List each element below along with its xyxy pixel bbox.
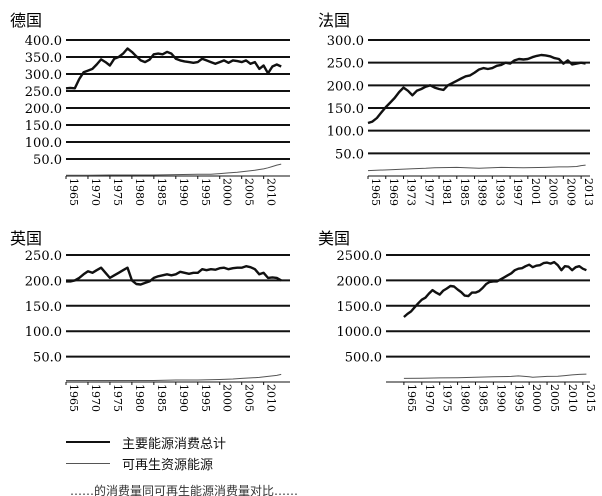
x-tick-label: 2000 [221, 384, 234, 412]
x-tick-label: 1990 [494, 384, 507, 412]
x-tick-label: 1997 [511, 178, 524, 206]
series-line-renewable [367, 164, 586, 172]
x-tick-label: 2013 [582, 178, 595, 206]
y-tick-label: 250.0 [25, 85, 62, 100]
series-line-total [66, 265, 282, 286]
y-tick-label: 300.0 [327, 34, 364, 49]
x-tick-label: 1973 [405, 178, 418, 206]
y-tick-label: 100.0 [327, 125, 364, 140]
x-tick-label: 2005 [243, 178, 256, 206]
x-tick-label: 2010 [566, 384, 579, 412]
x-tick-label: 1975 [111, 384, 124, 412]
x-tick-label: 1965 [67, 384, 80, 412]
x-tick-label: 1965 [369, 178, 382, 206]
y-tick-label: 350.0 [25, 51, 62, 66]
x-tick-label: 1975 [441, 384, 454, 412]
x-tick-label: 2005 [243, 384, 256, 412]
legend-swatch-renewable [66, 462, 110, 464]
y-tick-label: 2000.0 [337, 274, 383, 289]
y-tick-label: 250.0 [327, 57, 364, 72]
legend-item-renewable: 可再生资源能源 [66, 452, 213, 474]
x-tick-label: 1981 [440, 178, 453, 206]
y-tick-label: 200.0 [25, 102, 62, 117]
x-tick-label: 2001 [529, 178, 542, 206]
y-tick-label: 50.0 [335, 147, 364, 162]
series-line-total [65, 47, 282, 90]
y-tick-label: 400.0 [25, 34, 62, 49]
x-tick-label: 1989 [476, 178, 489, 206]
x-tick-label: 1977 [422, 178, 435, 206]
x-tick-label: 2005 [548, 384, 561, 412]
panel-title: 德国 [10, 11, 42, 30]
y-tick-label: 100.0 [25, 136, 62, 151]
y-tick-label: 2500.0 [337, 249, 383, 264]
x-tick-label: 1985 [476, 384, 489, 412]
x-tick-label: 1980 [459, 384, 472, 412]
y-tick-label: 150.0 [327, 102, 364, 117]
panel-title: 美国 [318, 229, 350, 248]
y-tick-label: 250.0 [25, 249, 62, 264]
x-tick-label: 1985 [155, 384, 168, 412]
x-tick-label: 1970 [423, 384, 436, 412]
figure-caption: ……的消费量同可再生能源消费量对比…… [70, 484, 299, 496]
x-tick-label: 1990 [177, 384, 190, 412]
legend-label-total: 主要能源消费总计 [122, 436, 227, 452]
legend-item-total: 主要能源消费总计 [66, 431, 226, 453]
x-tick-label: 2009 [564, 178, 577, 206]
y-tick-label: 150.0 [25, 119, 62, 134]
x-tick-label: 1985 [458, 178, 471, 206]
series-line-total [367, 53, 586, 125]
x-tick-label: 2015 [584, 384, 597, 412]
series-line-renewable [403, 373, 587, 379]
x-tick-label: 2005 [547, 178, 560, 206]
x-tick-label: 1980 [133, 178, 146, 206]
x-tick-label: 1970 [89, 178, 102, 206]
y-tick-label: 200.0 [327, 79, 364, 94]
panel-title: 法国 [318, 11, 350, 30]
x-tick-label: 1965 [405, 384, 418, 412]
x-tick-label: 2000 [221, 178, 234, 206]
x-tick-label: 1990 [177, 178, 190, 206]
y-tick-label: 200.0 [25, 274, 62, 289]
x-tick-label: 1995 [512, 384, 525, 412]
chart-panel-3: 美国 500.0 1000.0 1500.0 2000.0 2500.0 1965 1970 1… [318, 229, 597, 412]
chart-panel-1: 法国 50.0 100.0 150.0 200.0 250.0 300.0 1965 1969 1… [318, 11, 595, 206]
panel-title: 英国 [10, 229, 42, 248]
x-tick-label: 1985 [155, 178, 168, 206]
x-tick-label: 1980 [133, 384, 146, 412]
x-tick-label: 2000 [530, 384, 543, 412]
chart-panel-0: 德国 50.0 100.0 150.0 200.0 250.0 300.0 350.0 400.… [10, 11, 290, 206]
x-tick-label: 1965 [67, 178, 80, 206]
y-tick-label: 1500.0 [337, 300, 383, 315]
y-tick-label: 150.0 [25, 300, 62, 315]
legend-label-renewable: 可再生资源能源 [122, 457, 214, 473]
y-tick-label: 1000.0 [337, 325, 383, 340]
x-tick-label: 1970 [89, 384, 102, 412]
x-tick-label: 1995 [199, 178, 212, 206]
x-tick-label: 1993 [493, 178, 506, 206]
legend-swatch-total [66, 441, 110, 443]
x-tick-label: 1975 [111, 178, 124, 206]
y-tick-label: 500.0 [345, 351, 382, 366]
x-tick-label: 2010 [265, 178, 278, 206]
y-tick-label: 100.0 [25, 325, 62, 340]
chart-panel-2: 英国 50.0 100.0 150.0 200.0 250.0 1965 1970 1975 19… [10, 229, 290, 412]
series-line-total [403, 260, 587, 318]
y-tick-label: 50.0 [33, 351, 62, 366]
y-tick-label: 300.0 [25, 68, 62, 83]
x-tick-label: 2010 [265, 384, 278, 412]
y-tick-label: 50.0 [33, 153, 62, 168]
series-line-renewable [66, 163, 282, 176]
series-line-renewable [66, 373, 282, 381]
x-tick-label: 1995 [199, 384, 212, 412]
x-tick-label: 1969 [387, 178, 400, 206]
